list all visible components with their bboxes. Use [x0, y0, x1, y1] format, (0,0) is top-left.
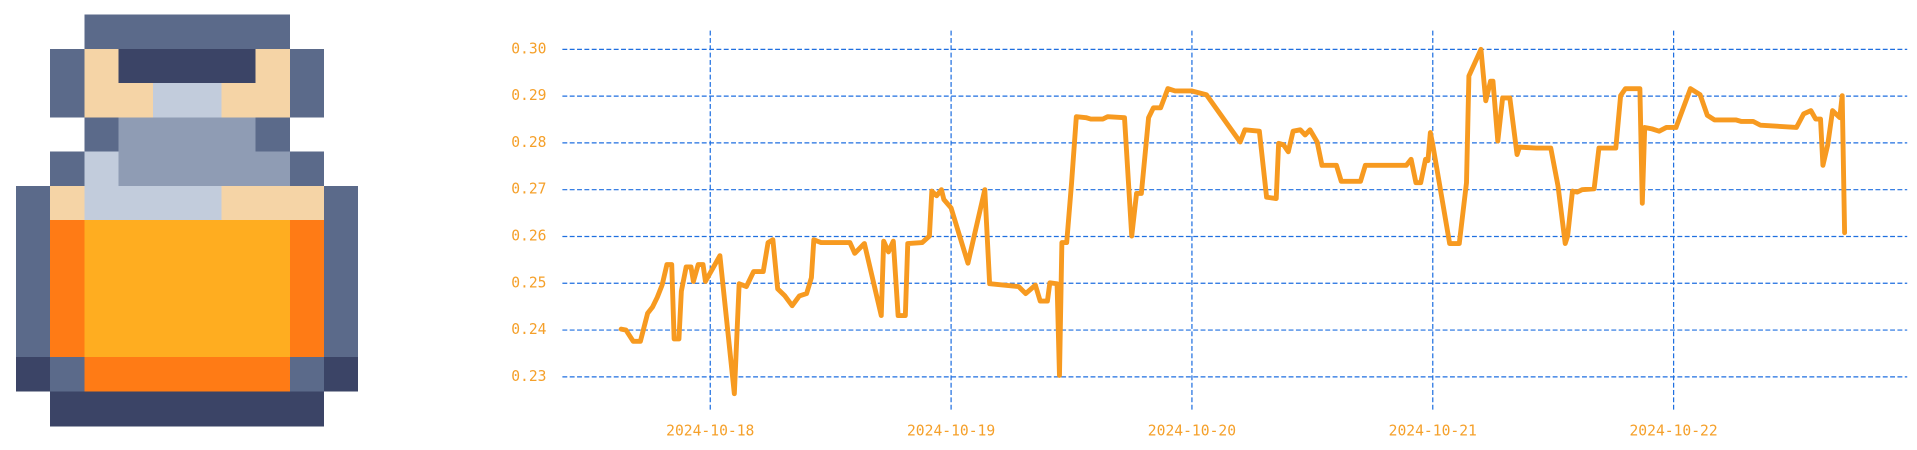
- y-tick-label: 0.24: [511, 321, 546, 338]
- y-tick-label: 0.29: [511, 87, 546, 104]
- y-tick-label: 0.27: [511, 181, 546, 198]
- y-tick-label: 0.23: [511, 368, 546, 385]
- x-tick-label: 2024-10-20: [1148, 423, 1236, 440]
- y-tick-label: 0.28: [511, 134, 546, 151]
- potion-icon: [15, 14, 359, 427]
- x-tick-label: 2024-10-21: [1389, 423, 1477, 440]
- y-tick-label: 0.30: [511, 40, 546, 57]
- x-tick-label: 2024-10-22: [1629, 423, 1717, 440]
- y-tick-label: 0.25: [511, 274, 546, 291]
- y-tick-label: 0.26: [511, 227, 546, 244]
- x-tick-label: 2024-10-19: [907, 423, 995, 440]
- price-line: [618, 46, 1848, 397]
- x-tick-label: 2024-10-18: [666, 423, 754, 440]
